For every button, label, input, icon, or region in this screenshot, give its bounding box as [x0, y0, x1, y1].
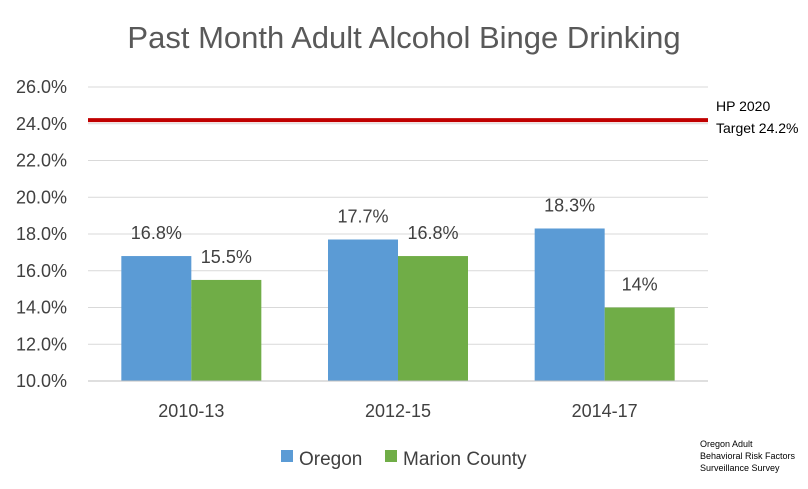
- legend-swatch-oregon: [281, 450, 293, 462]
- source-note-line-1: Oregon Adult: [700, 439, 753, 449]
- y-tick-label: 20.0%: [16, 187, 67, 207]
- x-category-label: 2014-17: [572, 401, 638, 421]
- bar-oregon-2012-15: [328, 239, 398, 381]
- data-label: 14%: [622, 275, 658, 295]
- y-tick-label: 22.0%: [16, 151, 67, 171]
- bar-marion-county-2014-17: [604, 307, 675, 381]
- y-tick-label: 12.0%: [16, 334, 67, 354]
- source-note-line-2: Behavioral Risk Factors: [700, 451, 796, 461]
- y-tick-label: 26.0%: [16, 77, 67, 97]
- bar-marion-county-2010-13: [191, 279, 262, 381]
- target-line-group: HP 2020 Target 24.2%: [88, 98, 799, 136]
- data-label: 16.8%: [131, 223, 182, 243]
- legend-label-marion-county: Marion County: [403, 449, 527, 470]
- source-note: Oregon Adult Behavioral Risk Factors Sur…: [700, 439, 796, 473]
- data-label: 15.5%: [201, 247, 252, 267]
- y-tick-label: 14.0%: [16, 298, 67, 318]
- legend-swatch-marion-county: [385, 450, 397, 462]
- legend: Oregon Marion County: [281, 449, 527, 470]
- x-category-label: 2012-15: [365, 401, 431, 421]
- y-tick-label: 10.0%: [16, 371, 67, 391]
- x-axis-category-labels: 2010-13 2012-15 2014-17: [158, 401, 637, 421]
- data-label: 16.8%: [407, 223, 458, 243]
- target-label-line-1: HP 2020: [716, 98, 770, 114]
- legend-label-oregon: Oregon: [299, 449, 362, 470]
- data-labels: 16.8% 15.5% 17.7% 16.8% 18.3% 14%: [131, 195, 658, 294]
- y-tick-label: 16.0%: [16, 261, 67, 281]
- bars: [88, 228, 708, 382]
- x-category-label: 2010-13: [158, 401, 224, 421]
- y-tick-label: 18.0%: [16, 224, 67, 244]
- target-label-line-2: Target 24.2%: [716, 120, 799, 136]
- bar-oregon-2010-13: [121, 256, 192, 381]
- chart-title: Past Month Adult Alcohol Binge Drinking: [127, 20, 680, 55]
- data-label: 18.3%: [544, 195, 595, 215]
- bar-marion-county-2012-15: [398, 256, 468, 381]
- data-label: 17.7%: [337, 207, 388, 227]
- source-note-line-3: Surveillance Survey: [700, 463, 780, 473]
- y-tick-label: 24.0%: [16, 114, 67, 134]
- y-axis-tick-labels: 10.0% 12.0% 14.0% 16.0% 18.0% 20.0% 22.0% 24.0%…: [16, 77, 67, 391]
- bar-oregon-2014-17: [534, 228, 605, 381]
